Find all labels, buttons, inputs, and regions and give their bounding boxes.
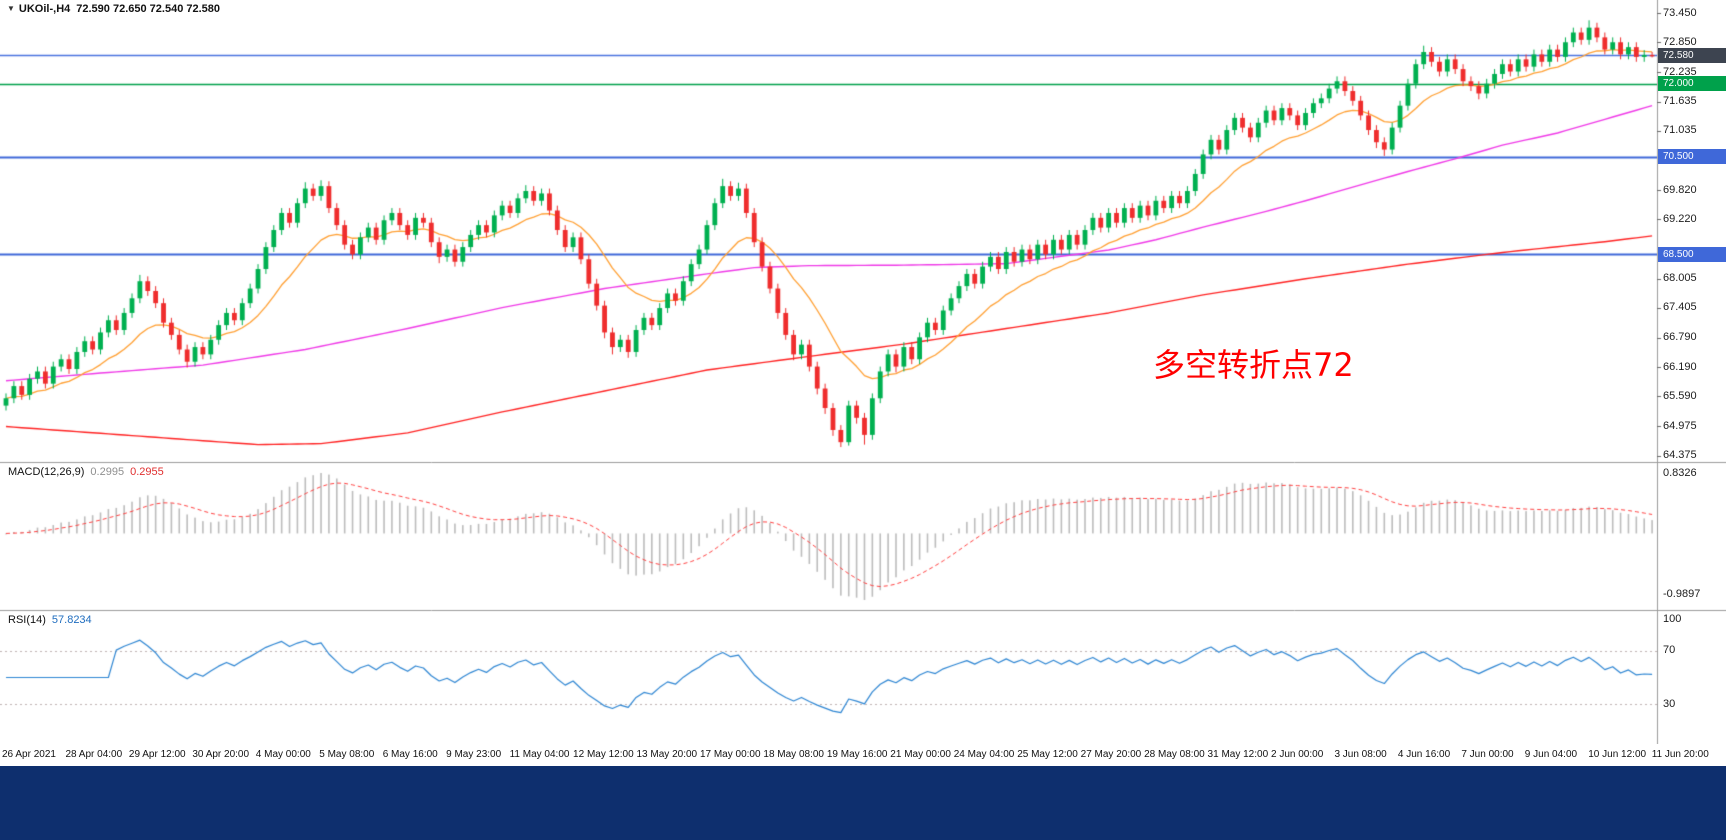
price-axis-badge: 68.500 bbox=[1658, 246, 1726, 262]
time-axis-label: 17 May 00:00 bbox=[699, 749, 761, 760]
price-axis-label: 66.790 bbox=[1663, 331, 1697, 344]
time-axis-label: 28 May 08:00 bbox=[1144, 749, 1205, 760]
time-axis-label: 13 May 20:00 bbox=[636, 749, 698, 760]
rsi-level-70-label: 70 bbox=[1663, 644, 1676, 656]
time-axis-label: 2 Jun 00:00 bbox=[1271, 749, 1324, 760]
time-axis-label: 21 May 00:00 bbox=[890, 749, 951, 760]
price-axis-label: 73.450 bbox=[1663, 6, 1697, 19]
price-axis: 73.450 72.850 72.235 71.635 71.035 69.820 69.2… bbox=[1658, 0, 1726, 744]
time-axis-label: 25 May 12:00 bbox=[1017, 749, 1078, 760]
chart-ohlc-values: 72.590 72.650 72.540 72.580 bbox=[76, 3, 221, 15]
time-axis-label: 11 Jun 20:00 bbox=[1651, 749, 1709, 760]
price-axis-label: 64.375 bbox=[1663, 449, 1697, 462]
price-axis-label: 67.405 bbox=[1663, 301, 1697, 314]
price-axis-label: 71.035 bbox=[1663, 124, 1697, 137]
rsi-level-30-label: 30 bbox=[1663, 698, 1676, 710]
chart-annotation-text: 多空转折点72 bbox=[1153, 346, 1354, 384]
time-axis-label: 26 Apr 2021 bbox=[2, 749, 56, 760]
price-axis-label: 69.820 bbox=[1663, 183, 1697, 196]
price-axis-label: 68.005 bbox=[1663, 272, 1697, 285]
time-axis-label: 19 May 16:00 bbox=[826, 749, 888, 760]
time-axis-label: 29 Apr 12:00 bbox=[128, 749, 186, 760]
bottom-taskbar bbox=[0, 766, 1726, 840]
time-axis-label: 4 Jun 16:00 bbox=[1397, 749, 1451, 760]
macd-scale-min-label: -0.9897 bbox=[1663, 588, 1701, 600]
time-axis-label: 11 May 04:00 bbox=[509, 749, 570, 760]
macd-indicator-label: MACD(12,26,9) 0.2995 0.2955 bbox=[8, 466, 164, 478]
time-axis-label: 31 May 12:00 bbox=[1207, 749, 1269, 760]
price-axis-label: 65.590 bbox=[1663, 389, 1697, 402]
price-axis-badge: 72.000 bbox=[1658, 76, 1726, 92]
time-axis-label: 18 May 08:00 bbox=[763, 749, 824, 760]
time-axis-label: 7 Jun 00:00 bbox=[1461, 749, 1514, 760]
macd-main-value: 0.2995 bbox=[90, 466, 125, 478]
chart-symbol-timeframe: UKOil-,H4 bbox=[18, 3, 71, 15]
time-axis-label: 6 May 16:00 bbox=[382, 749, 438, 760]
price-axis-badge: 72.580 bbox=[1658, 47, 1726, 63]
time-axis-label: 24 May 04:00 bbox=[953, 749, 1015, 760]
symbol-dropdown-icon: ▼ bbox=[7, 4, 15, 13]
price-axis-label: 66.190 bbox=[1663, 360, 1697, 373]
time-axis-label: 4 May 00:00 bbox=[255, 749, 311, 760]
time-axis-label: 9 Jun 04:00 bbox=[1524, 749, 1578, 760]
rsi-indicator-label: RSI(14) 57.8234 bbox=[8, 614, 92, 626]
time-axis: 26 Apr 2021 28 Apr 04:00 29 Apr 12:00 30 Ap… bbox=[0, 744, 1726, 766]
rsi-value: 57.8234 bbox=[51, 614, 92, 626]
price-axis-label: 69.220 bbox=[1663, 212, 1697, 225]
time-axis-label: 28 Apr 04:00 bbox=[65, 749, 123, 760]
time-axis-label: 27 May 20:00 bbox=[1080, 749, 1142, 760]
price-axis-label: 72.850 bbox=[1663, 35, 1697, 48]
time-axis-label: 5 May 08:00 bbox=[319, 749, 375, 760]
time-axis-label: 9 May 23:00 bbox=[446, 749, 502, 760]
time-axis-label: 10 Jun 12:00 bbox=[1588, 749, 1647, 760]
macd-signal-value: 0.2955 bbox=[130, 466, 164, 478]
macd-scale-max-label: 0.8326 bbox=[1663, 467, 1697, 479]
price-axis-label: 72.235 bbox=[1663, 65, 1697, 78]
price-axis-label: 64.975 bbox=[1663, 419, 1697, 432]
rsi-level-100-label: 100 bbox=[1663, 613, 1682, 625]
price-axis-badge: 70.500 bbox=[1658, 149, 1726, 165]
time-axis-label: 3 Jun 08:00 bbox=[1334, 749, 1387, 760]
macd-name: MACD(12,26,9) bbox=[8, 466, 85, 478]
rsi-name: RSI(14) bbox=[8, 614, 46, 626]
chart-title: ▼ UKOil-,H4 72.590 72.650 72.540 72.580 bbox=[7, 3, 220, 15]
price-axis-label: 71.635 bbox=[1663, 95, 1697, 108]
time-axis-label: 12 May 12:00 bbox=[573, 749, 634, 760]
time-axis-label: 30 Apr 20:00 bbox=[192, 749, 250, 760]
